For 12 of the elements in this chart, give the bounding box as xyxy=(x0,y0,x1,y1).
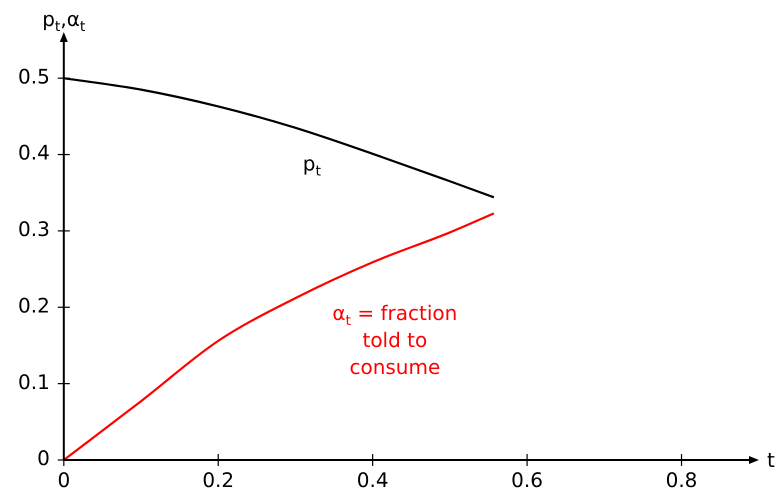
x-tick-label: 0.4 xyxy=(356,468,389,492)
x-tick-label: 0 xyxy=(57,468,70,492)
y-tick-label: 0.3 xyxy=(18,217,50,242)
y-tick-label: 0 xyxy=(37,446,50,470)
x-tick-label: 0.2 xyxy=(202,468,234,492)
y-tick-label: 0.2 xyxy=(18,293,50,318)
y-tick-label: 0.1 xyxy=(18,370,50,394)
x-tick-label: 0.8 xyxy=(666,468,698,492)
x-tick-label: 0.6 xyxy=(511,468,543,492)
y-tick-label: 0.5 xyxy=(18,64,50,88)
y-tick-label: 0.4 xyxy=(18,140,50,165)
x-axis-title: t xyxy=(767,448,775,472)
